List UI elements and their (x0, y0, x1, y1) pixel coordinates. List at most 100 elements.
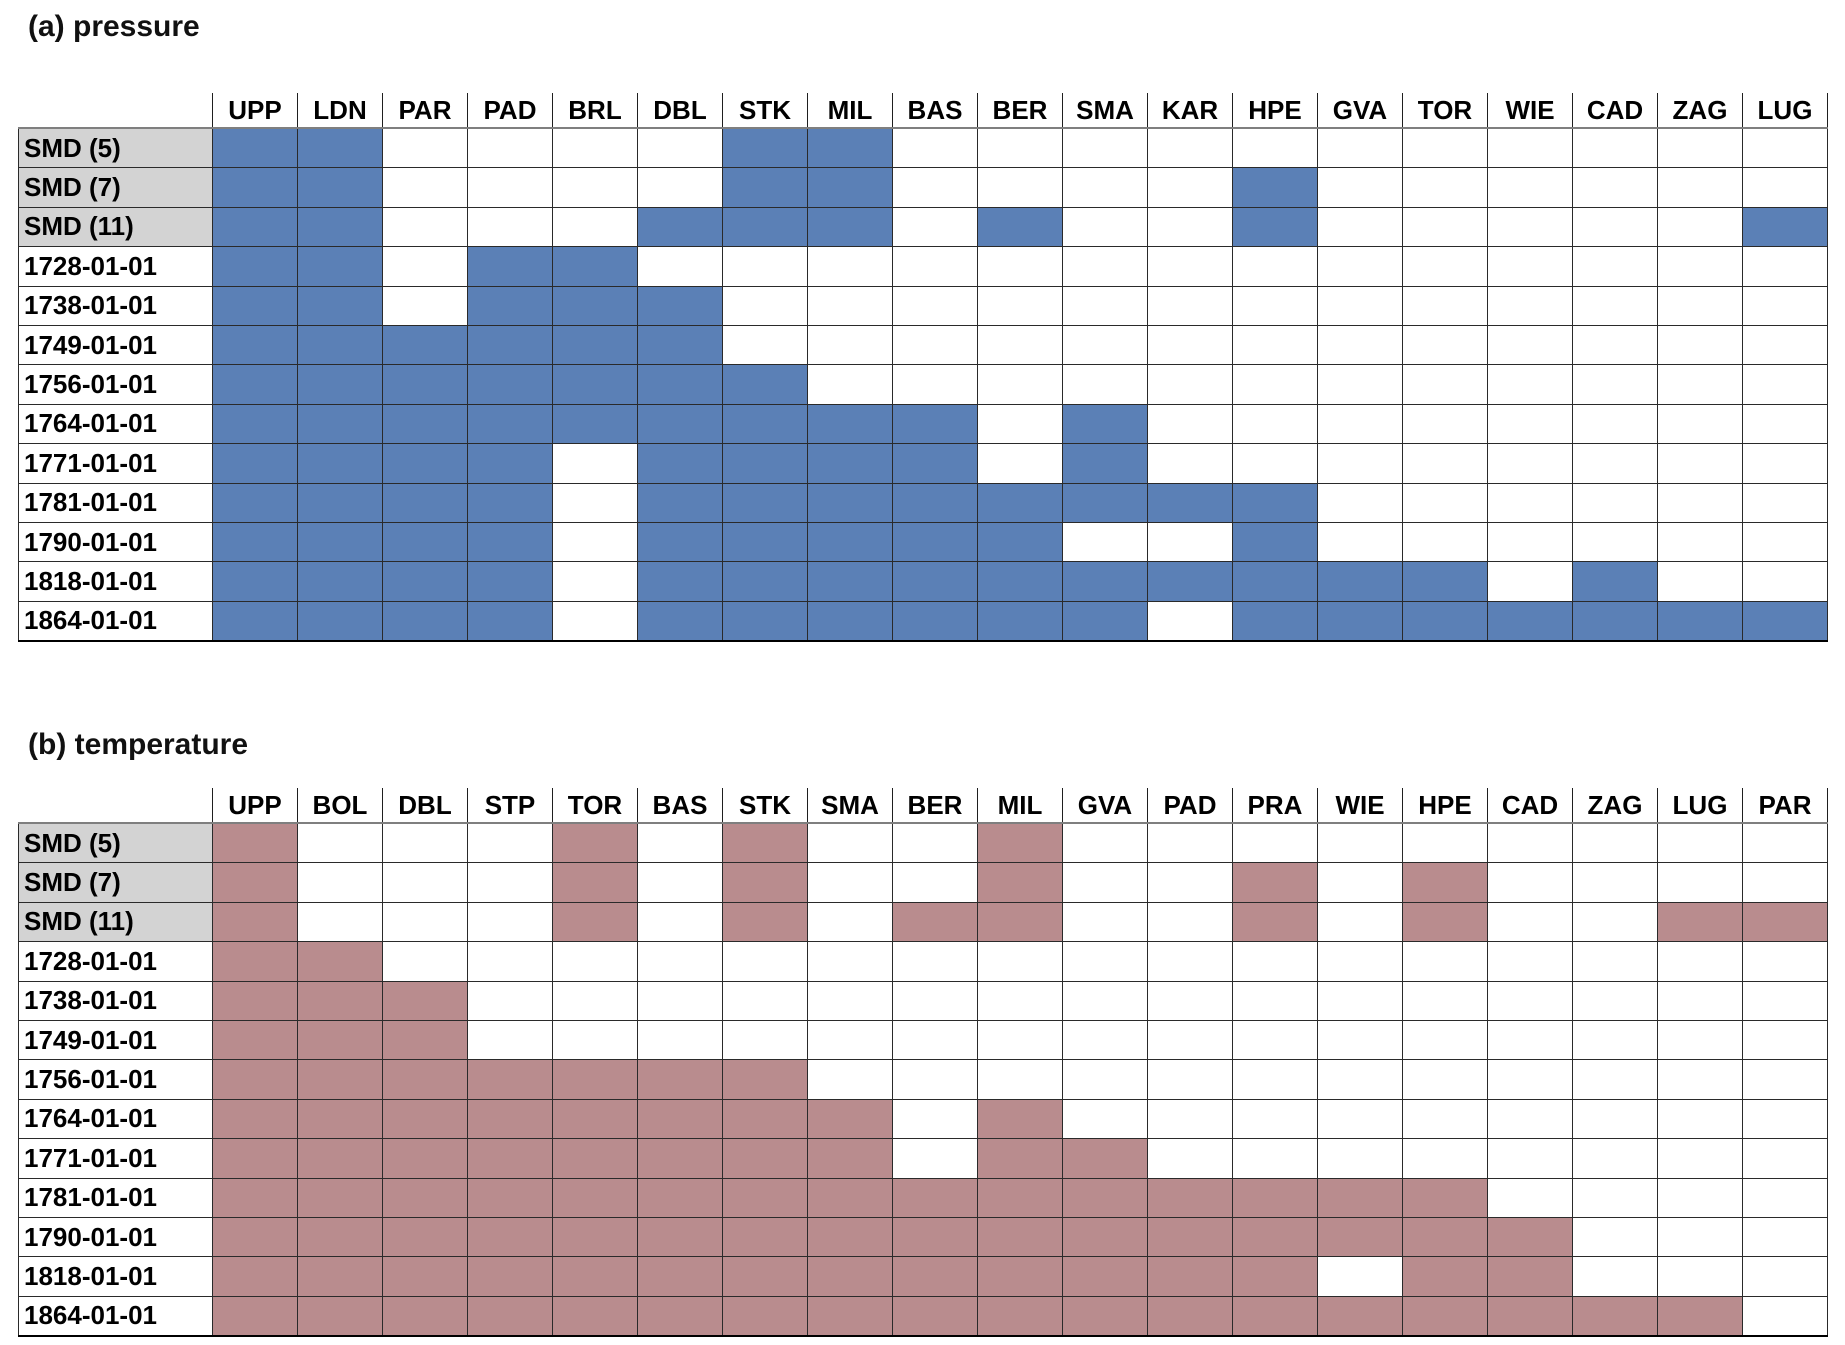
matrix-cell-sma-empty (1062, 167, 1148, 208)
matrix-cell-pra-filled (1232, 1295, 1318, 1337)
column-header-brl: BRL (552, 93, 638, 129)
matrix-cell-gva-filled (1062, 1138, 1148, 1179)
matrix-cell-kar-empty (1147, 521, 1233, 563)
matrix-cell-wie-empty (1317, 1098, 1403, 1140)
matrix-cell-stk-filled (722, 600, 808, 642)
matrix-cell-mil-empty (977, 941, 1063, 982)
temperature-availability-table: UPP BOL DBL STP TOR BAS STK SMA BER MIL GVA PAD PRA W… (18, 788, 1828, 1337)
table-row: SMD (7) (18, 862, 1828, 903)
column-header-pra: PRA (1232, 788, 1318, 824)
matrix-cell-gva-empty (1317, 206, 1403, 248)
matrix-cell-wie-empty (1487, 127, 1573, 169)
matrix-cell-sma-empty (807, 862, 893, 903)
matrix-cell-ber-filled (977, 206, 1063, 248)
matrix-cell-stp-empty (467, 941, 553, 982)
matrix-cell-par-empty (382, 285, 468, 326)
matrix-cell-bol-filled (297, 1177, 383, 1218)
matrix-cell-bas-filled (892, 443, 978, 484)
matrix-cell-pra-empty (1232, 822, 1318, 864)
row-label: 1864-01-01 (18, 1295, 213, 1337)
matrix-cell-stk-filled (722, 822, 808, 864)
matrix-cell-pra-filled (1232, 862, 1318, 903)
matrix-cell-zag-empty (1572, 1216, 1658, 1258)
matrix-cell-hpe-empty (1232, 285, 1318, 326)
matrix-cell-pra-empty (1232, 1138, 1318, 1179)
matrix-cell-cad-empty (1487, 980, 1573, 1021)
matrix-cell-sma-filled (1062, 443, 1148, 484)
matrix-cell-cad-empty (1487, 1059, 1573, 1100)
table-row: 1728-01-01 (18, 246, 1828, 287)
matrix-cell-ber-empty (892, 1059, 978, 1100)
matrix-cell-cad-empty (1487, 822, 1573, 864)
matrix-cell-pad-empty (1147, 941, 1233, 982)
matrix-cell-zag-empty (1572, 1256, 1658, 1297)
matrix-cell-cad-empty (1572, 127, 1658, 169)
matrix-cell-par-filled (1742, 901, 1828, 943)
matrix-cell-bol-filled (297, 1098, 383, 1140)
matrix-cell-zag-empty (1657, 324, 1743, 366)
matrix-cell-kar-empty (1147, 364, 1233, 405)
matrix-cell-upp-filled (212, 364, 298, 405)
matrix-cell-zag-empty (1572, 901, 1658, 943)
matrix-cell-stk-filled (722, 167, 808, 208)
matrix-cell-ldn-filled (297, 285, 383, 326)
matrix-cell-dbl-filled (382, 1216, 468, 1258)
matrix-cell-cad-empty (1487, 1019, 1573, 1061)
matrix-cell-dbl-empty (382, 901, 468, 943)
column-header-upp: UPP (212, 788, 298, 824)
matrix-cell-bol-filled (297, 1019, 383, 1061)
matrix-cell-upp-filled (212, 482, 298, 523)
matrix-cell-stk-filled (722, 901, 808, 943)
matrix-cell-upp-filled (212, 1019, 298, 1061)
matrix-cell-wie-empty (1487, 167, 1573, 208)
column-header-hpe: HPE (1232, 93, 1318, 129)
matrix-cell-tor-empty (552, 1019, 638, 1061)
matrix-cell-brl-empty (552, 206, 638, 248)
matrix-cell-ber-empty (892, 941, 978, 982)
matrix-cell-upp-filled (212, 600, 298, 642)
matrix-cell-gva-empty (1062, 941, 1148, 982)
matrix-cell-bas-filled (637, 1256, 723, 1297)
matrix-cell-bas-filled (892, 561, 978, 602)
matrix-cell-par-empty (382, 127, 468, 169)
matrix-cell-pra-empty (1232, 1059, 1318, 1100)
matrix-cell-upp-filled (212, 206, 298, 248)
matrix-cell-mil-filled (977, 862, 1063, 903)
table-row: 1756-01-01 (18, 364, 1828, 405)
matrix-cell-zag-empty (1657, 443, 1743, 484)
table-row: 1818-01-01 (18, 561, 1828, 602)
matrix-cell-sma-filled (1062, 561, 1148, 602)
matrix-cell-bas-filled (637, 1295, 723, 1337)
matrix-cell-par-filled (382, 600, 468, 642)
row-label: 1749-01-01 (18, 324, 213, 366)
matrix-cell-kar-empty (1147, 127, 1233, 169)
matrix-cell-ber-filled (977, 521, 1063, 563)
matrix-cell-gva-empty (1062, 980, 1148, 1021)
matrix-cell-lug-empty (1742, 443, 1828, 484)
row-label: 1764-01-01 (18, 403, 213, 445)
matrix-cell-wie-empty (1317, 1256, 1403, 1297)
matrix-cell-stk-empty (722, 324, 808, 366)
matrix-cell-zag-empty (1572, 1138, 1658, 1179)
matrix-cell-hpe-empty (1232, 364, 1318, 405)
matrix-cell-kar-empty (1147, 600, 1233, 642)
matrix-cell-brl-filled (552, 364, 638, 405)
column-header-dbl: DBL (382, 788, 468, 824)
matrix-cell-gva-empty (1062, 1059, 1148, 1100)
matrix-cell-tor-empty (1402, 127, 1488, 169)
matrix-cell-gva-empty (1317, 482, 1403, 523)
matrix-cell-gva-empty (1062, 822, 1148, 864)
matrix-cell-upp-filled (212, 167, 298, 208)
matrix-cell-stk-filled (722, 127, 808, 169)
matrix-cell-hpe-filled (1232, 482, 1318, 523)
matrix-cell-dbl-empty (637, 167, 723, 208)
matrix-cell-tor-filled (552, 1059, 638, 1100)
matrix-cell-pra-filled (1232, 1216, 1318, 1258)
matrix-cell-brl-empty (552, 482, 638, 523)
matrix-cell-stp-empty (467, 1019, 553, 1061)
matrix-cell-tor-filled (1402, 600, 1488, 642)
table-row: SMD (5) (18, 822, 1828, 864)
row-label: 1756-01-01 (18, 364, 213, 405)
row-label: SMD (11) (18, 901, 213, 943)
matrix-cell-sma-empty (1062, 206, 1148, 248)
